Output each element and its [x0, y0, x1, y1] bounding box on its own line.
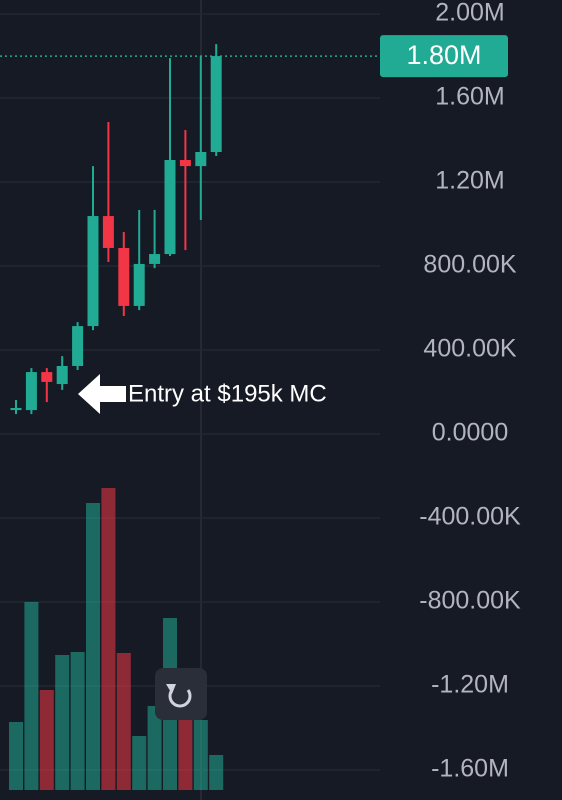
- last-price-label: 1.80M: [406, 40, 481, 70]
- volume-bar: [116, 653, 131, 790]
- y-tick-label: 1.60M: [435, 83, 504, 111]
- volume-bar: [193, 720, 208, 790]
- volume-bar: [209, 755, 224, 790]
- annotation: Entry at $195k MC: [78, 374, 327, 414]
- candle-body: [210, 56, 222, 153]
- candle-body: [10, 407, 22, 411]
- y-tick-label: -800.00K: [419, 587, 521, 615]
- volume-bar: [147, 706, 162, 790]
- y-tick-label: -1.20M: [431, 671, 509, 699]
- volume-bar: [55, 655, 70, 790]
- candle-body: [72, 326, 84, 366]
- volume-bar: [101, 488, 116, 790]
- candle-body: [87, 216, 99, 327]
- candle-body: [179, 160, 191, 167]
- candle-body: [133, 263, 145, 306]
- annotation-text: Entry at $195k MC: [128, 380, 327, 407]
- y-tick-label: 1.20M: [435, 167, 504, 195]
- y-tick-label: 0.0000: [432, 419, 508, 447]
- volume-bar: [39, 690, 54, 790]
- volume-bar: [86, 503, 100, 790]
- candle-body: [164, 160, 176, 255]
- candle-body: [41, 372, 53, 382]
- candle-body: [118, 247, 130, 306]
- y-tick-label: -1.60M: [431, 755, 509, 783]
- volume-bar: [132, 736, 147, 790]
- y-tick-label: 800.00K: [423, 251, 516, 279]
- reset-button[interactable]: [155, 668, 207, 720]
- volume-bar: [24, 602, 39, 790]
- candle-body: [102, 216, 114, 248]
- reload-icon: [168, 689, 192, 708]
- volume-bar: [178, 700, 193, 790]
- last-price-box: [380, 35, 508, 78]
- candle-body: [149, 254, 161, 264]
- candle-body: [195, 152, 207, 167]
- candle-body: [56, 365, 68, 385]
- price-pane: [10, 44, 222, 415]
- volume-bar: [70, 652, 85, 790]
- y-tick-label: 2.00M: [435, 0, 504, 27]
- y-tick-label: 400.00K: [423, 335, 516, 363]
- reload-icon-head: [166, 684, 176, 694]
- y-tick-label: -400.00K: [419, 503, 521, 531]
- arrow: [78, 374, 126, 414]
- candle-body: [25, 372, 37, 411]
- volume-pane: [9, 488, 224, 790]
- volume-bar: [9, 722, 23, 790]
- button-bg[interactable]: [155, 668, 207, 720]
